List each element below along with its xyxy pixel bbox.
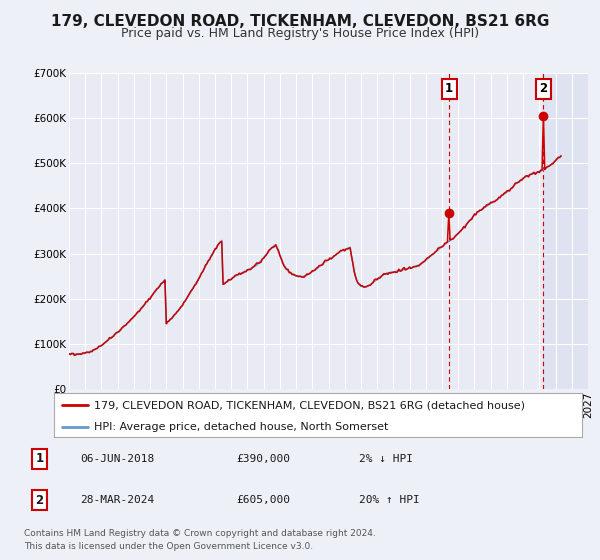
Text: Contains HM Land Registry data © Crown copyright and database right 2024.
This d: Contains HM Land Registry data © Crown c… — [24, 529, 376, 552]
Text: 2: 2 — [539, 82, 547, 95]
Text: 1: 1 — [35, 452, 44, 465]
Text: 179, CLEVEDON ROAD, TICKENHAM, CLEVEDON, BS21 6RG: 179, CLEVEDON ROAD, TICKENHAM, CLEVEDON,… — [51, 14, 549, 29]
Text: £390,000: £390,000 — [236, 454, 290, 464]
Text: 2% ↓ HPI: 2% ↓ HPI — [359, 454, 413, 464]
Text: £605,000: £605,000 — [236, 496, 290, 505]
Text: 179, CLEVEDON ROAD, TICKENHAM, CLEVEDON, BS21 6RG (detached house): 179, CLEVEDON ROAD, TICKENHAM, CLEVEDON,… — [94, 400, 524, 410]
Text: HPI: Average price, detached house, North Somerset: HPI: Average price, detached house, Nort… — [94, 422, 388, 432]
Text: 28-MAR-2024: 28-MAR-2024 — [80, 496, 154, 505]
Text: 1: 1 — [445, 82, 453, 95]
Text: Price paid vs. HM Land Registry's House Price Index (HPI): Price paid vs. HM Land Registry's House … — [121, 27, 479, 40]
Text: 20% ↑ HPI: 20% ↑ HPI — [359, 496, 419, 505]
Text: 06-JUN-2018: 06-JUN-2018 — [80, 454, 154, 464]
Bar — [544, 73, 588, 389]
Text: 2: 2 — [35, 494, 44, 507]
